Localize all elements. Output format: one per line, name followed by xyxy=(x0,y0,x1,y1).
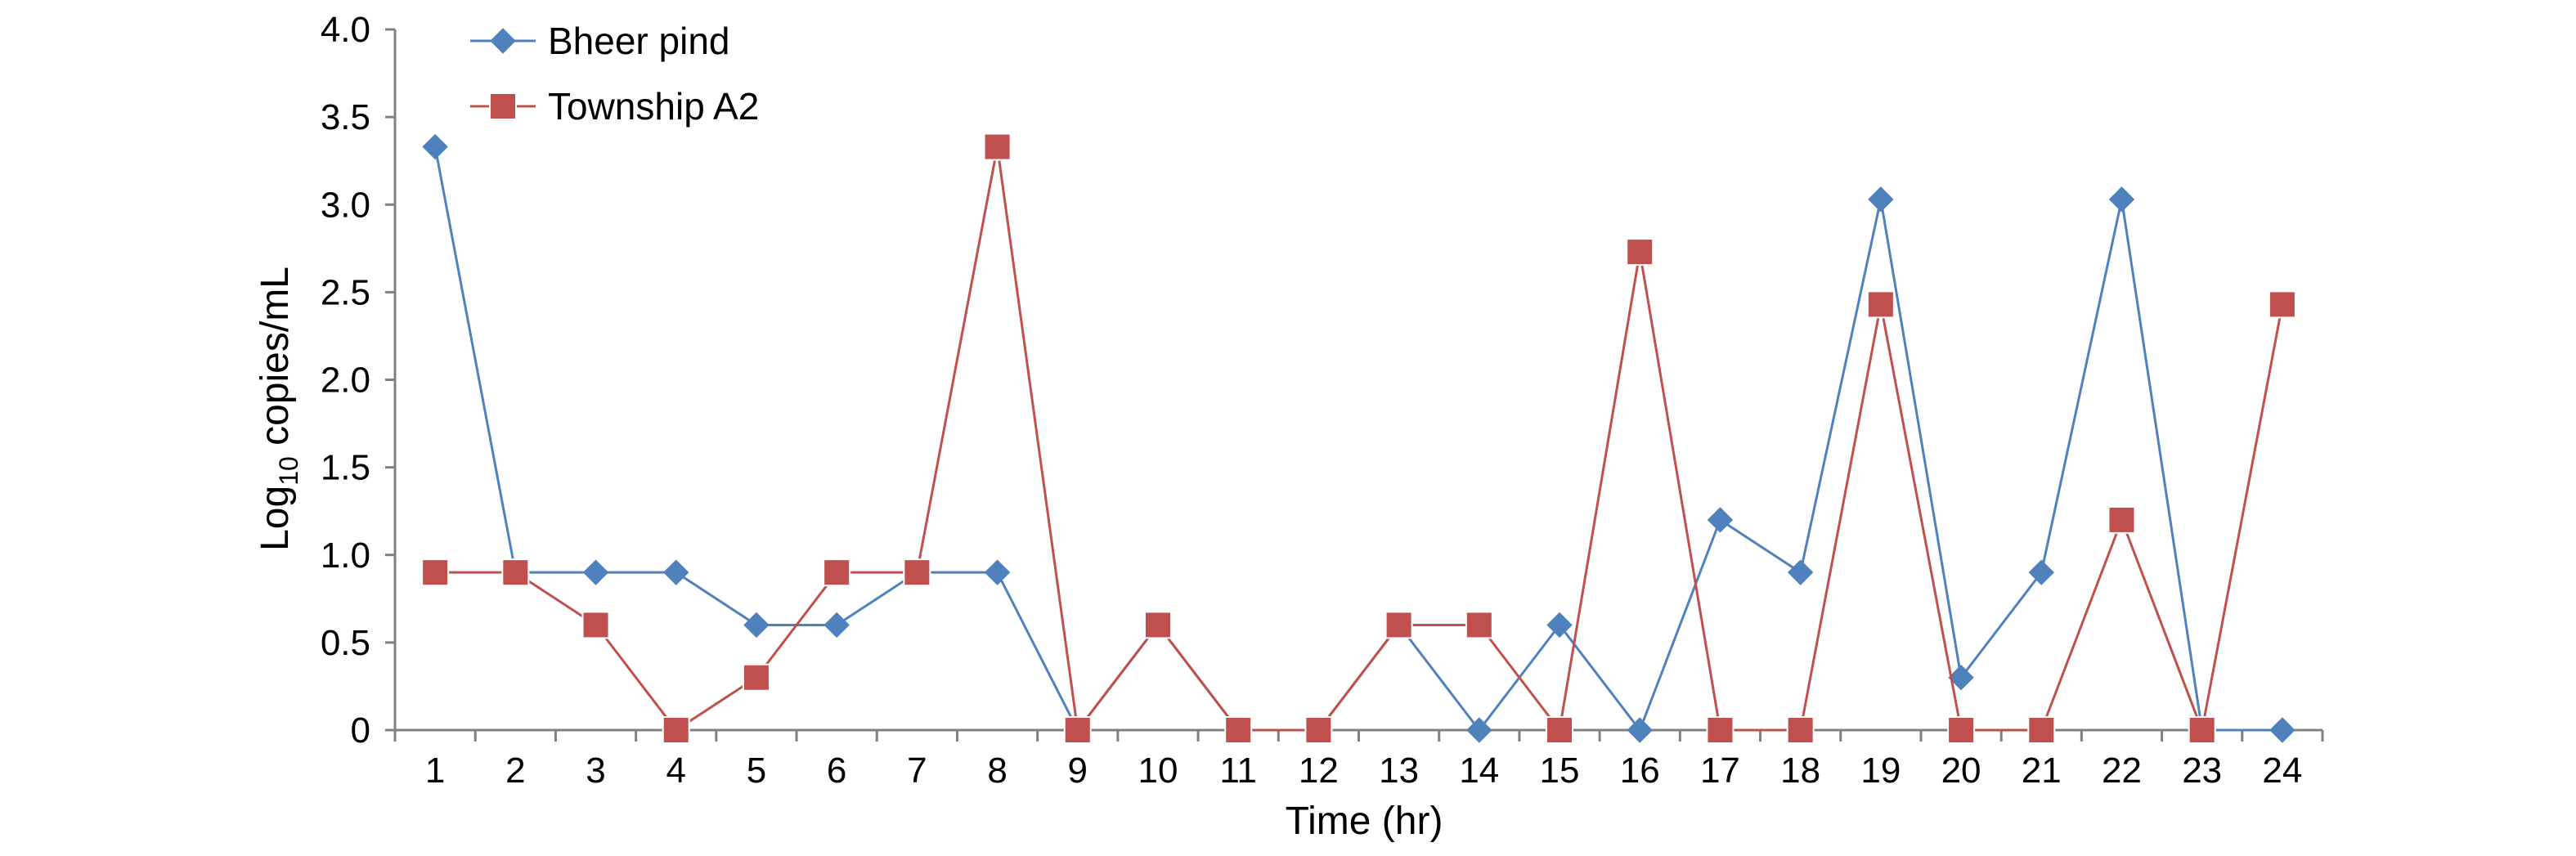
y-tick-label: 1.5 xyxy=(321,448,370,488)
axes xyxy=(393,29,2322,732)
data-point xyxy=(1465,611,1493,639)
data-point xyxy=(582,559,609,585)
y-axis-title-main: Log xyxy=(254,486,297,551)
x-tick-label: 10 xyxy=(1138,751,1178,791)
x-tick-label: 24 xyxy=(2262,751,2302,791)
data-point xyxy=(1224,716,1253,744)
x-tick-label: 17 xyxy=(1700,751,1740,791)
data-point xyxy=(662,716,690,744)
data-point xyxy=(1947,716,1976,744)
x-tick-label: 18 xyxy=(1780,751,1820,791)
x-tick-label: 14 xyxy=(1459,751,1499,791)
x-tick-label: 3 xyxy=(586,751,605,791)
y-tick-label: 0.5 xyxy=(321,623,370,663)
y-tick-label: 0 xyxy=(351,710,370,751)
data-point xyxy=(1627,717,1653,743)
legend-label: Bheer pind xyxy=(548,20,730,62)
x-tick-label: 8 xyxy=(987,751,1007,791)
series-line xyxy=(435,146,2284,735)
data-point xyxy=(1868,186,1894,213)
x-tick-label: 13 xyxy=(1379,751,1419,791)
data-point xyxy=(501,558,530,587)
legend-item: Township A2 xyxy=(470,85,759,128)
data-point xyxy=(1143,611,1172,639)
y-tick-label: 4.0 xyxy=(321,10,370,50)
legend-marker xyxy=(490,28,516,54)
data-point xyxy=(422,133,448,160)
y-tick-label: 1.0 xyxy=(321,536,370,576)
data-point xyxy=(984,559,1011,585)
data-point xyxy=(1707,507,1734,533)
x-tick-label: 2 xyxy=(505,751,525,791)
x-tick-label: 11 xyxy=(1219,751,1257,791)
data-point xyxy=(1948,665,1974,691)
y-axis-title-subscript: 10 xyxy=(274,456,303,486)
x-tick-label: 12 xyxy=(1299,751,1339,791)
data-point xyxy=(1466,717,1492,743)
legend-label: Township A2 xyxy=(548,85,759,128)
data-point xyxy=(1063,716,1092,744)
data-point xyxy=(743,612,770,639)
x-tick-label: 6 xyxy=(827,751,846,791)
x-axis-title: Time (hr) xyxy=(1286,800,1443,843)
data-point xyxy=(2108,186,2135,213)
y-tick-label: 2.5 xyxy=(321,272,370,312)
data-point xyxy=(421,558,450,587)
x-tick-label: 21 xyxy=(2022,751,2062,791)
x-tick-label: 20 xyxy=(1941,751,1981,791)
data-point xyxy=(1787,559,1814,585)
data-point xyxy=(1304,716,1333,744)
data-point xyxy=(2269,717,2296,743)
data-point xyxy=(2268,290,2296,319)
y-tick-label: 3.0 xyxy=(321,185,370,225)
legend: Bheer pind Township A2 xyxy=(470,20,759,128)
series-1 xyxy=(422,133,2296,743)
x-tick-label: 16 xyxy=(1620,751,1660,791)
x-tick-label: 15 xyxy=(1540,751,1580,791)
x-tick-label: 1 xyxy=(425,751,445,791)
data-point xyxy=(1546,612,1573,639)
legend-item: Bheer pind xyxy=(470,20,730,62)
data-point xyxy=(581,611,610,639)
y-axis-title: Log10 copies/mL xyxy=(254,267,303,551)
series-line xyxy=(433,146,2282,733)
x-tick-label: 19 xyxy=(1860,751,1901,791)
series-layer xyxy=(421,132,2296,744)
data-point xyxy=(1786,716,1815,744)
data-point xyxy=(823,558,851,587)
y-axis-title-rest: copies/mL xyxy=(254,267,297,456)
data-point xyxy=(2028,559,2054,585)
data-point xyxy=(2027,716,2056,744)
legend-marker xyxy=(489,92,517,120)
x-tick-label: 7 xyxy=(907,751,927,791)
y-axis-ticks: 0 0.5 1.0 1.5 2.0 2.5 3.0 3.5 4.0 xyxy=(321,10,395,751)
x-tick-label: 4 xyxy=(666,751,685,791)
data-point xyxy=(983,132,1012,161)
data-point xyxy=(1626,238,1654,267)
data-point xyxy=(1384,611,1413,639)
data-point xyxy=(663,559,689,585)
data-point xyxy=(1546,716,1574,744)
data-point xyxy=(903,558,931,587)
series-2 xyxy=(421,132,2296,744)
x-tick-label: 5 xyxy=(747,751,766,791)
x-tick-label: 23 xyxy=(2182,751,2222,791)
x-tick-label: 22 xyxy=(2102,751,2142,791)
data-point xyxy=(824,612,850,639)
x-tick-label: 9 xyxy=(1068,751,1088,791)
data-point xyxy=(2107,505,2136,534)
data-point xyxy=(1706,716,1735,744)
data-point xyxy=(1866,290,1895,319)
data-point xyxy=(742,663,770,692)
y-tick-label: 2.0 xyxy=(321,361,370,401)
data-point xyxy=(2188,716,2216,744)
y-tick-label: 3.5 xyxy=(321,97,370,137)
x-axis-ticks: 1 2 3 4 5 6 7 8 9 10 11 12 13 14 15 16 17 18 19 20 21 22 23 24 xyxy=(393,730,2324,791)
